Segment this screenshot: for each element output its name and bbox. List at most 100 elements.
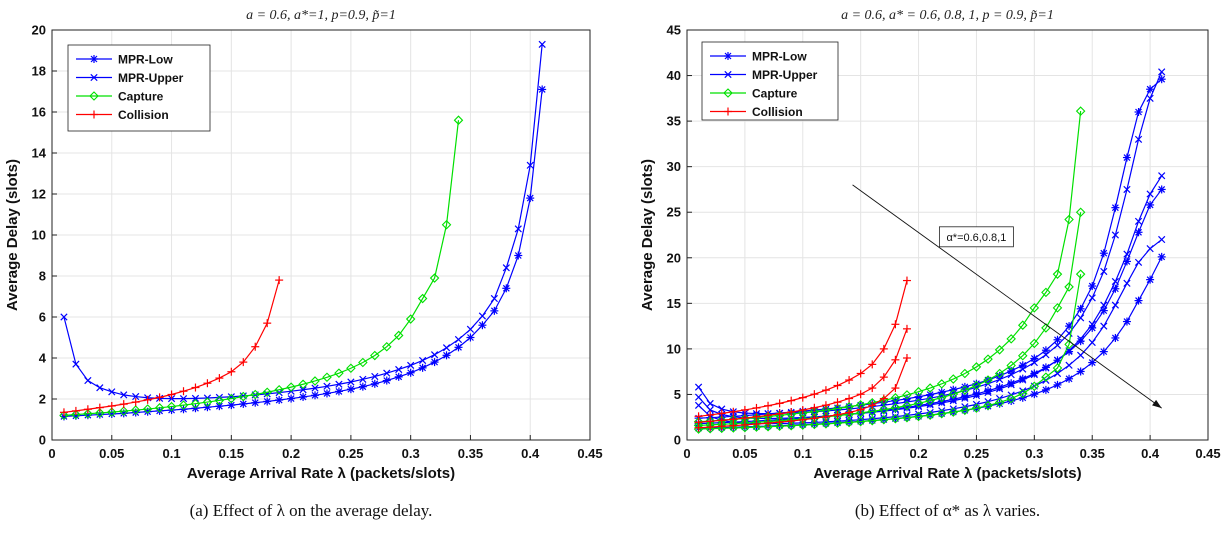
x-tick-label: 0.05	[732, 446, 757, 461]
annotation-arrow-line	[852, 184, 1162, 409]
data-point	[526, 161, 534, 169]
annotation-box	[938, 226, 1014, 248]
data-point	[902, 354, 911, 362]
data-point	[370, 379, 379, 388]
y-tick-label: 8	[39, 269, 46, 284]
data-point	[717, 422, 726, 431]
data-point	[844, 417, 854, 428]
data-point	[358, 382, 367, 391]
y-axis-label: Average Delay (slots)	[639, 159, 656, 311]
legend-label: Collision	[752, 105, 803, 119]
data-point	[395, 365, 403, 374]
data-point	[275, 276, 284, 285]
data-point	[418, 356, 427, 365]
y-tick-label: 20	[32, 23, 46, 38]
data-point	[1017, 388, 1028, 399]
data-point	[1053, 335, 1062, 344]
y-tick-label: 40	[667, 68, 681, 83]
data-point	[694, 423, 703, 432]
data-point	[821, 386, 830, 395]
data-point	[60, 313, 68, 321]
data-point	[429, 273, 440, 283]
data-point	[879, 394, 888, 403]
data-point	[960, 405, 970, 416]
data-point	[166, 401, 177, 412]
data-point	[833, 398, 842, 407]
y-tick-label: 0	[674, 433, 681, 448]
data-point	[845, 394, 854, 403]
data-point	[1064, 282, 1074, 292]
data-point	[1099, 306, 1108, 315]
series-collision-9	[694, 276, 911, 421]
legend-entry: MPR-Low	[76, 53, 173, 67]
data-point	[453, 115, 464, 125]
data-point	[1006, 360, 1016, 371]
x-tick-label: 0.2	[282, 446, 300, 461]
figure-caption: (b) Effect of α* as λ varies.	[855, 501, 1040, 520]
axes-frame	[686, 29, 1209, 441]
data-point	[1123, 185, 1131, 194]
data-point	[960, 368, 970, 379]
data-point	[371, 372, 379, 381]
data-point	[108, 388, 116, 396]
y-tick-label: 0	[39, 433, 46, 448]
y-tick-label: 5	[674, 387, 681, 402]
data-point	[1019, 365, 1027, 373]
data-point	[1030, 370, 1038, 379]
legend: MPR-Low MPR-Upper Capture Collision	[67, 44, 211, 132]
data-point	[752, 412, 761, 421]
data-point	[1157, 252, 1166, 261]
data-point	[1042, 351, 1050, 359]
data-point	[215, 374, 224, 383]
data-point	[832, 418, 843, 428]
data-point	[1006, 393, 1016, 404]
data-point	[718, 405, 726, 413]
data-point	[71, 409, 81, 420]
data-point	[994, 345, 1005, 355]
series-line	[698, 111, 1082, 423]
data-point	[263, 319, 272, 328]
data-point	[1088, 358, 1097, 367]
data-point	[239, 358, 248, 367]
data-point	[441, 219, 452, 230]
figure-caption: (a) Effect of λ on the average delay.	[190, 501, 433, 520]
data-point	[178, 400, 189, 410]
data-point	[1088, 338, 1096, 347]
data-point	[1041, 372, 1051, 382]
data-point	[1134, 228, 1143, 237]
data-point	[251, 342, 260, 351]
data-point	[346, 363, 356, 374]
data-point	[936, 392, 947, 403]
x-tick-label: 0	[683, 446, 690, 461]
legend-entry: MPR-Upper	[76, 71, 184, 85]
legend-entry: MPR-Upper	[710, 68, 818, 82]
data-point	[83, 405, 92, 414]
data-point	[821, 412, 831, 422]
data-point	[1052, 363, 1063, 373]
data-point	[1088, 282, 1097, 291]
data-point	[72, 360, 80, 368]
legend-marker	[723, 88, 733, 98]
data-point	[430, 358, 439, 367]
data-point	[1064, 214, 1074, 225]
data-point	[1111, 301, 1120, 309]
data-point	[925, 395, 935, 406]
data-point	[1077, 335, 1085, 343]
annotation: α*=0.6,0.8,1	[852, 184, 1162, 409]
x-tick-label: 0.15	[219, 446, 244, 461]
data-point	[1075, 106, 1086, 116]
annotation-label: α*=0.6,0.8,1	[946, 232, 1006, 244]
y-tick-label: 10	[32, 228, 46, 243]
data-point	[1100, 267, 1108, 276]
y-tick-label: 14	[32, 146, 47, 161]
data-point	[890, 393, 901, 403]
data-point	[879, 373, 888, 382]
legend-label: Capture	[118, 90, 164, 104]
legend-label: Capture	[752, 87, 798, 101]
data-point	[155, 393, 164, 402]
y-tick-label: 12	[32, 187, 46, 202]
data-point	[226, 393, 237, 404]
data-point	[856, 405, 865, 414]
data-point	[214, 395, 225, 406]
x-tick-label: 0.45	[1195, 446, 1220, 461]
